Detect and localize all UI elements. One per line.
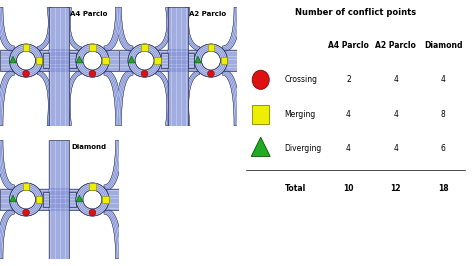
Bar bbox=[69, 192, 76, 207]
Bar bbox=[69, 53, 76, 68]
Circle shape bbox=[76, 183, 109, 216]
Circle shape bbox=[17, 190, 36, 209]
Bar bbox=[89, 183, 96, 190]
Polygon shape bbox=[104, 208, 121, 259]
Text: 4: 4 bbox=[393, 75, 398, 84]
Circle shape bbox=[141, 70, 148, 77]
Polygon shape bbox=[251, 137, 270, 156]
Circle shape bbox=[252, 70, 269, 89]
Bar bbox=[168, 50, 188, 71]
Text: 4: 4 bbox=[346, 144, 351, 153]
Text: 4: 4 bbox=[346, 110, 351, 119]
Bar bbox=[118, 50, 237, 71]
Bar bbox=[36, 196, 43, 203]
Bar bbox=[0, 50, 118, 71]
Text: 8: 8 bbox=[441, 110, 446, 119]
Polygon shape bbox=[184, 70, 200, 126]
Circle shape bbox=[89, 209, 96, 216]
Text: 4: 4 bbox=[393, 110, 398, 119]
Text: 18: 18 bbox=[438, 184, 448, 193]
Circle shape bbox=[76, 44, 109, 77]
Polygon shape bbox=[37, 70, 53, 126]
Text: A4 Parclo: A4 Parclo bbox=[328, 41, 369, 50]
Polygon shape bbox=[66, 70, 82, 126]
Bar bbox=[36, 57, 43, 64]
Circle shape bbox=[23, 70, 29, 77]
Circle shape bbox=[201, 51, 220, 70]
Bar bbox=[155, 57, 161, 64]
Bar bbox=[168, 7, 188, 126]
Polygon shape bbox=[104, 7, 121, 52]
Text: Diamond: Diamond bbox=[424, 41, 463, 50]
Bar bbox=[49, 140, 69, 259]
Polygon shape bbox=[104, 69, 121, 126]
Circle shape bbox=[83, 51, 102, 70]
Bar bbox=[141, 44, 148, 51]
Bar bbox=[43, 192, 49, 207]
Polygon shape bbox=[155, 7, 171, 51]
Text: Total: Total bbox=[284, 184, 306, 193]
Text: Crossing: Crossing bbox=[284, 75, 318, 84]
Bar bbox=[23, 183, 29, 190]
Polygon shape bbox=[9, 56, 16, 63]
Circle shape bbox=[9, 183, 43, 216]
Text: Merging: Merging bbox=[284, 110, 316, 119]
Text: A2 Parclo: A2 Parclo bbox=[189, 11, 226, 17]
Polygon shape bbox=[184, 7, 200, 51]
Text: Diamond: Diamond bbox=[71, 144, 107, 150]
Polygon shape bbox=[116, 7, 133, 52]
Bar bbox=[252, 105, 269, 124]
Circle shape bbox=[208, 70, 214, 77]
Polygon shape bbox=[116, 69, 133, 126]
Bar bbox=[188, 53, 194, 68]
Bar bbox=[49, 189, 69, 210]
Text: A2 Parclo: A2 Parclo bbox=[375, 41, 416, 50]
Text: A4 Parclo: A4 Parclo bbox=[70, 11, 108, 17]
Circle shape bbox=[135, 51, 154, 70]
Text: Number of conflict points: Number of conflict points bbox=[295, 8, 416, 17]
Circle shape bbox=[23, 209, 29, 216]
Polygon shape bbox=[194, 56, 201, 63]
Polygon shape bbox=[222, 69, 240, 126]
Polygon shape bbox=[222, 7, 240, 52]
Text: Diverging: Diverging bbox=[284, 144, 322, 153]
Bar bbox=[49, 50, 69, 71]
Bar bbox=[43, 53, 49, 68]
Bar bbox=[220, 57, 227, 64]
Bar bbox=[161, 53, 168, 68]
Bar bbox=[23, 44, 29, 51]
Polygon shape bbox=[37, 7, 53, 51]
Circle shape bbox=[83, 190, 102, 209]
Circle shape bbox=[89, 70, 96, 77]
Polygon shape bbox=[0, 140, 15, 191]
Bar bbox=[102, 196, 109, 203]
Bar bbox=[208, 44, 214, 51]
Text: 2: 2 bbox=[346, 75, 351, 84]
Text: 4: 4 bbox=[393, 144, 398, 153]
Polygon shape bbox=[9, 195, 16, 202]
Polygon shape bbox=[155, 70, 171, 126]
Polygon shape bbox=[0, 208, 15, 259]
Bar bbox=[102, 57, 109, 64]
Bar bbox=[49, 7, 69, 126]
Polygon shape bbox=[76, 195, 83, 202]
Polygon shape bbox=[76, 56, 83, 63]
Polygon shape bbox=[128, 56, 135, 63]
Circle shape bbox=[128, 44, 161, 77]
Circle shape bbox=[9, 44, 43, 77]
Text: 12: 12 bbox=[391, 184, 401, 193]
Text: 10: 10 bbox=[343, 184, 354, 193]
Circle shape bbox=[17, 51, 36, 70]
Circle shape bbox=[194, 44, 228, 77]
Polygon shape bbox=[0, 7, 15, 52]
Polygon shape bbox=[0, 69, 15, 126]
Text: 4: 4 bbox=[441, 75, 446, 84]
Bar bbox=[89, 44, 96, 51]
Text: 6: 6 bbox=[441, 144, 446, 153]
Polygon shape bbox=[104, 140, 121, 191]
Polygon shape bbox=[66, 7, 82, 51]
Bar bbox=[0, 189, 118, 210]
